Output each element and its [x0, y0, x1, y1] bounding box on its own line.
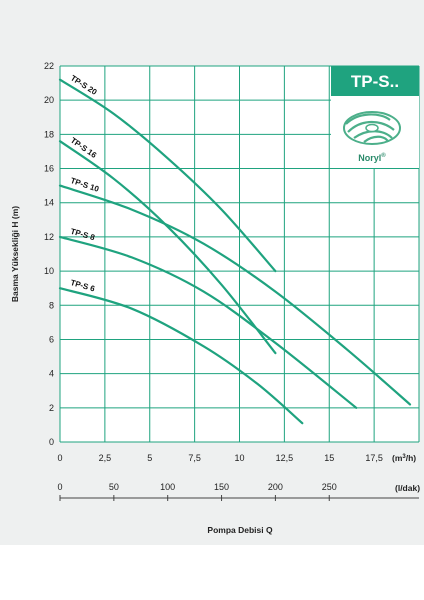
y-tick-label: 20: [44, 95, 54, 105]
y-tick-label: 22: [44, 61, 54, 71]
y-tick-label: 10: [44, 266, 54, 276]
x-axis-unit: (m3/h): [392, 453, 416, 463]
y-tick-label: 4: [49, 369, 54, 379]
grid-lines: [59, 65, 420, 443]
series-curves: [58, 78, 412, 425]
y-tick-label: 0: [49, 437, 54, 447]
y-tick-labels: 0 2 4 6 8 10 12 14 16 18 20 22: [44, 61, 54, 447]
x-axis-title: Pompa Debisi Q: [207, 525, 273, 535]
curve-tp-s-20: [58, 78, 277, 273]
y-tick-label: 12: [44, 232, 54, 242]
brand-label: Noryl®: [358, 152, 386, 163]
product-badge: TP-S.. Noryl®: [331, 66, 419, 168]
secondary-x-tick-label: 200: [268, 482, 283, 492]
secondary-x-tick-label: 50: [109, 482, 119, 492]
y-tick-label: 16: [44, 164, 54, 174]
badge-title: TP-S..: [351, 72, 399, 91]
x-tick-label: 0: [57, 453, 62, 463]
curve-tp-s-16: [58, 140, 277, 355]
x-tick-labels: 0 2,5 5 7,5 10 12,5 15 17,5: [57, 453, 382, 463]
badge-header: [331, 66, 419, 96]
x-tick-label: 7,5: [188, 453, 201, 463]
x-tick-label: 15: [324, 453, 334, 463]
secondary-x-tick-label: 250: [322, 482, 337, 492]
y-axis-title: Basma Yüksekliği H (m): [10, 206, 20, 302]
secondary-x-tick-label: 0: [57, 482, 62, 492]
x-tick-label: 12,5: [276, 453, 294, 463]
curve-tp-s-6: [58, 287, 304, 425]
y-tick-label: 6: [49, 334, 54, 344]
secondary-x-tick-label: 150: [214, 482, 229, 492]
x-tick-label: 5: [147, 453, 152, 463]
x-tick-label: 10: [234, 453, 244, 463]
x-tick-label: 17,5: [365, 453, 383, 463]
curve-tp-s-8: [58, 235, 358, 409]
y-tick-label: 14: [44, 198, 54, 208]
y-tick-label: 8: [49, 300, 54, 310]
y-tick-label: 18: [44, 129, 54, 139]
secondary-x-axis-unit: (l/dak): [395, 483, 420, 493]
y-tick-label: 2: [49, 403, 54, 413]
secondary-x-axis: 0 50 100 150 200 250: [57, 482, 419, 501]
secondary-x-tick-label: 100: [160, 482, 175, 492]
x-tick-label: 2,5: [99, 453, 112, 463]
curve-tp-s-10: [58, 184, 412, 406]
impeller-icon: [343, 111, 401, 145]
